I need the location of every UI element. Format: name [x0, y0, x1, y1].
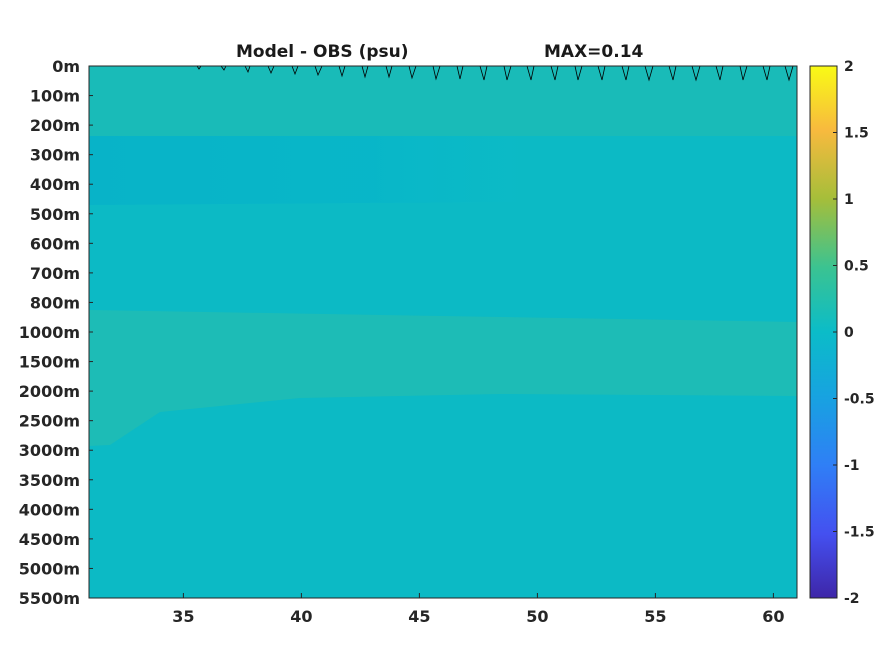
y-tick-label: 700m [30, 264, 80, 283]
y-tick-label: 3000m [19, 441, 80, 460]
y-tick-label: 5000m [19, 559, 80, 578]
x-tick-label: 60 [762, 607, 784, 626]
y-tick-label: 2000m [19, 382, 80, 401]
y-tick-label: 1500m [19, 353, 80, 372]
x-tick-label: 45 [408, 607, 430, 626]
surface-contour-line [196, 65, 794, 82]
y-tick-label: 500m [30, 205, 80, 224]
y-tick-label: 400m [30, 175, 80, 194]
x-axis-labels: 35 40 45 50 55 60 [172, 593, 785, 626]
colorbar-tick-label: 1 [844, 192, 854, 208]
colorbar-tick-label: 2 [844, 59, 854, 75]
y-tick-label: 200m [30, 116, 80, 135]
y-tick-label: 3500m [19, 471, 80, 490]
colorbar-tick-label: 1.5 [844, 126, 869, 142]
x-tick-label: 50 [526, 607, 548, 626]
y-tick-label: 4000m [19, 500, 80, 519]
y-tick-label: 5500m [19, 589, 80, 608]
x-tick-label: 35 [172, 607, 194, 626]
heatmap-band-surface [89, 66, 797, 136]
chart-title: Model - OBS (psu) [236, 42, 409, 62]
y-tick-label: 4500m [19, 530, 80, 549]
colorbar-tick-label: 0 [844, 325, 854, 341]
chart-max-label: MAX=0.14 [544, 42, 644, 62]
y-tick-label: 300m [30, 146, 80, 165]
y-tick-label: 2500m [19, 412, 80, 431]
y-tick-label: 800m [30, 293, 80, 312]
colorbar-tick-label: -2 [844, 591, 860, 607]
colorbar-tick-label: -0.5 [844, 392, 875, 408]
colorbar [809, 65, 838, 599]
y-tick-label: 0m [52, 57, 80, 76]
colorbar-labels: 2 1.5 1 0.5 0 -0.5 -1 -1.5 -2 [833, 59, 875, 607]
y-tick-label: 1000m [19, 323, 80, 342]
y-tick-label: 600m [30, 234, 80, 253]
y-tick-label: 100m [30, 87, 80, 106]
y-axis-labels: 0m 100m 200m 300m 400m 500m 600m 700m 800m 1000m 1… [19, 57, 93, 608]
x-tick-label: 55 [644, 607, 666, 626]
heatmap-band-deep [89, 310, 797, 446]
colorbar-tick-label: 0.5 [844, 259, 869, 275]
heatmap-band-negative [89, 136, 797, 205]
x-tick-label: 40 [290, 607, 312, 626]
colorbar-tick-label: -1 [844, 458, 860, 474]
colorbar-tick-label: -1.5 [844, 525, 875, 541]
